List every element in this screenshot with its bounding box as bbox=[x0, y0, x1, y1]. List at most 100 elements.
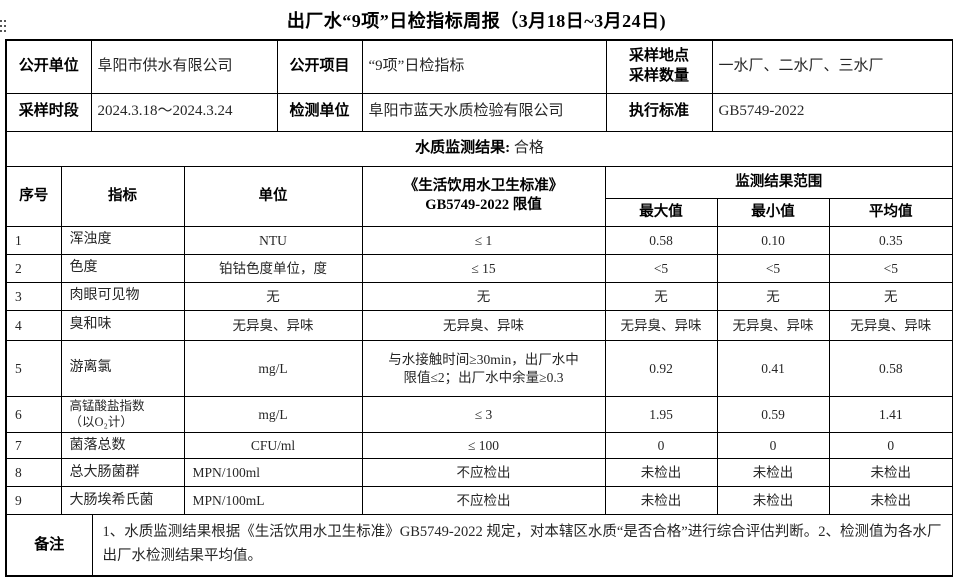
cell-unit: MPN/100mL bbox=[184, 486, 363, 516]
cell-avg: 0.35 bbox=[829, 226, 953, 255]
cell-indicator: 肉眼可见物 bbox=[61, 282, 185, 311]
cell-max: 未检出 bbox=[605, 486, 718, 516]
cell-indicator: 总大肠菌群 bbox=[61, 458, 185, 488]
cell-no: 2 bbox=[7, 254, 62, 283]
info-value-standard: GB5749-2022 bbox=[712, 93, 952, 132]
table-row: 1 浑浊度 NTU ≤ 1 0.58 0.10 0.35 bbox=[7, 226, 953, 255]
cell-min: 无 bbox=[717, 282, 830, 311]
cell-avg: <5 bbox=[829, 254, 953, 283]
cell-min: 无异臭、异味 bbox=[717, 310, 830, 341]
table-row: 5 游离氯 mg/L 与水接触时间≥30min，出厂水中 限值≤2；出厂水中余量… bbox=[7, 340, 953, 397]
table-row: 6 高锰酸盐指数 （以O₂计） mg/L ≤ 3 1.95 0.59 1.41 bbox=[7, 396, 953, 434]
cell-no: 5 bbox=[7, 340, 62, 397]
cell-avg: 未检出 bbox=[829, 486, 953, 516]
table-row: 水质监测结果: 合格 bbox=[7, 131, 952, 167]
cell-unit: CFU/ml bbox=[184, 432, 363, 460]
cell-min: 0 bbox=[717, 432, 830, 460]
cell-indicator: 大肠埃希氏菌 bbox=[61, 486, 185, 516]
cell-indicator: 游离氯 bbox=[61, 340, 185, 397]
cell-min: 0.10 bbox=[717, 226, 830, 255]
table-row: 8 总大肠菌群 MPN/100ml 不应检出 未检出 未检出 未检出 bbox=[7, 458, 953, 488]
col-header-unit: 单位 bbox=[184, 166, 363, 227]
cell-limit: 不应检出 bbox=[362, 486, 606, 516]
cell-min: <5 bbox=[717, 254, 830, 283]
info-table: 公开单位 阜阳市供水有限公司 公开项目 “9项”日检指标 采样地点 采样数量 一… bbox=[7, 41, 952, 132]
cell-no: 4 bbox=[7, 310, 62, 341]
cell-limit: 不应检出 bbox=[362, 458, 606, 488]
cell-limit: ≤ 100 bbox=[362, 432, 606, 460]
cell-max: 0.58 bbox=[605, 226, 718, 255]
cell-max: 0 bbox=[605, 432, 718, 460]
table-move-handle-icon[interactable] bbox=[0, 20, 2, 22]
remarks-text: 1、水质监测结果根据《生活饮用水卫生标准》GB5749-2022 规定，对本辖区… bbox=[102, 524, 942, 565]
info-label-public-unit: 公开单位 bbox=[7, 41, 92, 94]
result-banner: 水质监测结果: 合格 bbox=[7, 131, 952, 167]
cell-indicator: 臭和味 bbox=[61, 310, 185, 341]
cell-no: 9 bbox=[7, 486, 62, 516]
col-header-max: 最大值 bbox=[605, 198, 718, 227]
table-row: 采样时段 2024.3.18～2024.3.24 检测单位 阜阳市蓝天水质检验有… bbox=[7, 93, 952, 132]
cell-unit: NTU bbox=[184, 226, 363, 255]
info-value-testing-unit: 阜阳市蓝天水质检验有限公司 bbox=[362, 93, 607, 132]
table-header-row: 序号 指标 单位 《生活饮用水卫生标准》 GB5749-2022 限值 监测结果… bbox=[7, 166, 953, 227]
cell-max: 1.95 bbox=[605, 396, 718, 434]
cell-no: 6 bbox=[7, 396, 62, 434]
col-header-avg: 平均值 bbox=[829, 198, 953, 227]
cell-avg: 未检出 bbox=[829, 458, 953, 488]
cell-avg: 无 bbox=[829, 282, 953, 311]
info-label-public-project: 公开项目 bbox=[277, 41, 363, 94]
col-header-min: 最小值 bbox=[717, 198, 830, 227]
col-header-no: 序号 bbox=[7, 166, 62, 227]
info-value-sampling-site-count: 一水厂、二水厂、三水厂 bbox=[712, 41, 952, 94]
cell-limit: 无 bbox=[362, 282, 606, 311]
cell-no: 8 bbox=[7, 458, 62, 488]
cell-indicator: 高锰酸盐指数 （以O₂计） bbox=[61, 396, 185, 434]
cell-min: 未检出 bbox=[717, 458, 830, 488]
cell-unit: 无异臭、异味 bbox=[184, 310, 363, 341]
table-row: 公开单位 阜阳市供水有限公司 公开项目 “9项”日检指标 采样地点 采样数量 一… bbox=[7, 41, 952, 94]
remarks-table: 备注 1、水质监测结果根据《生活饮用水卫生标准》GB5749-2022 规定，对… bbox=[7, 515, 952, 576]
cell-avg: 1.41 bbox=[829, 396, 953, 434]
cell-no: 7 bbox=[7, 432, 62, 460]
cell-max: 0.92 bbox=[605, 340, 718, 397]
monitoring-result: 水质监测结果: 合格 bbox=[7, 131, 952, 167]
table-row: 4 臭和味 无异臭、异味 无异臭、异味 无异臭、异味 无异臭、异味 无异臭、异味 bbox=[7, 310, 953, 341]
cell-no: 3 bbox=[7, 282, 62, 311]
cell-indicator: 色度 bbox=[61, 254, 185, 283]
info-label-sampling-site-count: 采样地点 采样数量 bbox=[606, 41, 713, 94]
cell-min: 0.41 bbox=[717, 340, 830, 397]
cell-avg: 0.58 bbox=[829, 340, 953, 397]
info-value-public-unit: 阜阳市供水有限公司 bbox=[91, 41, 278, 94]
table-row: 9 大肠埃希氏菌 MPN/100mL 不应检出 未检出 未检出 未检出 bbox=[7, 486, 953, 516]
info-label-standard: 执行标准 bbox=[606, 93, 713, 132]
monitoring-result-value: 合格 bbox=[513, 139, 544, 156]
cell-min: 0.59 bbox=[717, 396, 830, 434]
cell-limit: 与水接触时间≥30min，出厂水中 限值≤2；出厂水中余量≥0.3 bbox=[362, 340, 606, 397]
cell-max: 无异臭、异味 bbox=[605, 310, 718, 341]
cell-limit: ≤ 3 bbox=[362, 396, 606, 434]
table-header-row: 最大值 最小值 平均值 bbox=[7, 198, 953, 227]
table-row: 7 菌落总数 CFU/ml ≤ 100 0 0 0 bbox=[7, 432, 953, 460]
cell-max: 无 bbox=[605, 282, 718, 311]
info-label-sampling-period: 采样时段 bbox=[7, 93, 92, 132]
indicators-table: 序号 指标 单位 《生活饮用水卫生标准》 GB5749-2022 限值 监测结果… bbox=[7, 166, 953, 516]
col-header-indicator: 指标 bbox=[61, 166, 185, 227]
cell-indicator: 菌落总数 bbox=[61, 432, 185, 460]
table-row: 2 色度 铂钴色度单位，度 ≤ 15 <5 <5 <5 bbox=[7, 254, 953, 283]
cell-indicator: 浑浊度 bbox=[61, 226, 185, 255]
remarks-label: 备注 bbox=[7, 515, 93, 576]
cell-max: 未检出 bbox=[605, 458, 718, 488]
table-row: 3 肉眼可见物 无 无 无 无 无 bbox=[7, 282, 953, 311]
cell-avg: 无异臭、异味 bbox=[829, 310, 953, 341]
cell-unit: mg/L bbox=[184, 340, 363, 397]
monitoring-result-label: 水质监测结果: bbox=[415, 139, 511, 156]
cell-avg: 0 bbox=[829, 432, 953, 460]
cell-unit: mg/L bbox=[184, 396, 363, 434]
info-label-testing-unit: 检测单位 bbox=[277, 93, 363, 132]
cell-min: 未检出 bbox=[717, 486, 830, 516]
info-value-sampling-period: 2024.3.18～2024.3.24 bbox=[91, 93, 278, 132]
table-row: 备注 1、水质监测结果根据《生活饮用水卫生标准》GB5749-2022 规定，对… bbox=[7, 515, 952, 576]
cell-limit: ≤ 15 bbox=[362, 254, 606, 283]
cell-max: <5 bbox=[605, 254, 718, 283]
col-header-range: 监测结果范围 bbox=[605, 166, 953, 199]
